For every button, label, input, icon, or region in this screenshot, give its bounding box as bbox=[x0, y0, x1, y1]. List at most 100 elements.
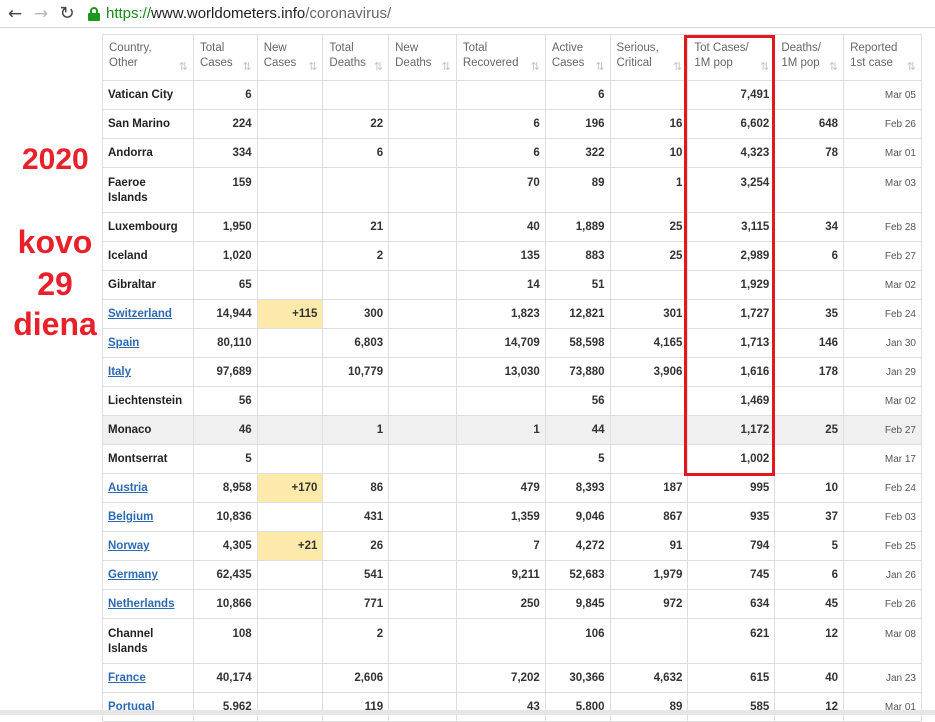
reload-icon[interactable]: ↻ bbox=[59, 3, 75, 24]
column-header-line1: Country, bbox=[109, 42, 152, 54]
column-header-serious-critical[interactable]: Serious, Critical ⇅ bbox=[609, 34, 689, 81]
column-header-deaths-per-million[interactable]: Deaths/1M pop ⇅ bbox=[774, 34, 845, 81]
cell-deaths-per-m: 40 bbox=[774, 663, 845, 693]
column-header-new-deaths[interactable]: New Deaths ⇅ bbox=[388, 34, 457, 81]
column-header-active-cases[interactable]: Active Cases ⇅ bbox=[544, 34, 611, 81]
cell-total-recovered: 43 bbox=[455, 692, 546, 722]
cell-country[interactable]: Norway bbox=[102, 531, 194, 561]
cell-country[interactable]: Spain bbox=[102, 328, 194, 358]
cell-new-cases bbox=[256, 692, 324, 722]
sort-icon[interactable]: ⇅ bbox=[673, 60, 683, 73]
column-header-line1: Total bbox=[462, 42, 488, 54]
column-header-line1: New bbox=[395, 42, 419, 54]
column-header-new-cases[interactable]: New Cases ⇅ bbox=[256, 34, 324, 81]
sort-icon[interactable]: ⇅ bbox=[373, 60, 384, 73]
cell-country[interactable]: Netherlands bbox=[102, 589, 194, 619]
country-link[interactable]: Spain bbox=[108, 337, 140, 349]
cell-country[interactable]: Belgium bbox=[102, 502, 194, 532]
country-link[interactable]: France bbox=[108, 672, 146, 684]
cell-country[interactable]: Portugal bbox=[102, 692, 194, 722]
cell-reported: Feb 27 bbox=[843, 241, 922, 271]
country-link[interactable]: Italy bbox=[108, 366, 132, 378]
sort-icon[interactable]: ⇅ bbox=[178, 60, 188, 73]
annotation-month: kovo bbox=[17, 224, 93, 260]
cell-serious bbox=[609, 80, 689, 110]
cell-deaths-per-m: 146 bbox=[774, 328, 845, 358]
cell-country[interactable]: Germany bbox=[102, 560, 194, 590]
cell-total-cases: 6 bbox=[193, 80, 258, 110]
cell-total-deaths: 2 bbox=[322, 618, 390, 664]
cell-country: Liechtenstein bbox=[102, 386, 194, 416]
column-header-total-cases[interactable]: Total Cases ⇅ bbox=[193, 34, 258, 81]
country-link[interactable]: Belgium bbox=[108, 511, 154, 523]
address-bar[interactable]: https://www.worldometers.info/coronaviru… bbox=[106, 5, 391, 22]
sort-icon[interactable]: ⇅ bbox=[530, 60, 540, 73]
cell-active-cases: 322 bbox=[544, 138, 611, 168]
cell-country: Channel Islands bbox=[102, 618, 194, 664]
cell-total-deaths: 10,779 bbox=[322, 357, 390, 387]
annotation-day-word: diena bbox=[13, 306, 97, 342]
cell-deaths-per-m: 25 bbox=[774, 415, 845, 445]
sort-icon[interactable]: ⇅ bbox=[441, 60, 451, 73]
sort-descending-icon[interactable]: ⇅ bbox=[760, 60, 770, 73]
column-header-total-recovered[interactable]: Total Recovered ⇅ bbox=[455, 34, 546, 81]
column-header-total-deaths[interactable]: Total Deaths ⇅ bbox=[322, 34, 390, 81]
cell-active-cases: 52,683 bbox=[544, 560, 611, 590]
cell-new-deaths bbox=[388, 618, 457, 664]
cell-tot-per-m: 621 bbox=[687, 618, 776, 664]
cell-active-cases: 106 bbox=[544, 618, 611, 664]
cell-active-cases: 89 bbox=[544, 167, 611, 213]
cell-total-deaths: 6,803 bbox=[322, 328, 390, 358]
sort-icon[interactable]: ⇅ bbox=[308, 60, 318, 73]
cell-new-deaths bbox=[388, 473, 457, 503]
bottom-scroll-strip[interactable] bbox=[0, 710, 935, 715]
table-row: Belgium 10,836 431 1,359 9,046 867 935 37 Feb 03 bbox=[102, 502, 922, 532]
column-header-reported-first-case[interactable]: Reported 1st case ⇅ bbox=[843, 34, 922, 81]
country-link[interactable]: Switzerland bbox=[108, 308, 172, 320]
cell-total-deaths bbox=[322, 167, 390, 213]
cell-active-cases: 73,880 bbox=[544, 357, 611, 387]
cell-serious: 3,906 bbox=[609, 357, 689, 387]
country-link[interactable]: Norway bbox=[108, 540, 150, 552]
column-header-country[interactable]: Country, Other ⇅ bbox=[102, 34, 194, 81]
cell-total-cases: 10,866 bbox=[193, 589, 258, 619]
url-host: www.worldometers.info bbox=[151, 5, 306, 22]
cell-country[interactable]: Italy bbox=[102, 357, 194, 387]
country-link[interactable]: Netherlands bbox=[108, 598, 175, 610]
sort-icon[interactable]: ⇅ bbox=[242, 60, 252, 73]
back-arrow-icon[interactable]: ← bbox=[7, 3, 23, 24]
cell-reported: Feb 26 bbox=[843, 109, 922, 139]
table-row: Monaco 46 1 1 44 1,172 25 Feb 27 bbox=[102, 415, 922, 445]
cell-reported: Mar 01 bbox=[843, 692, 922, 722]
cell-deaths-per-m: 10 bbox=[774, 473, 845, 503]
sort-icon[interactable]: ⇅ bbox=[828, 60, 839, 73]
cell-total-deaths: 86 bbox=[322, 473, 390, 503]
cell-country[interactable]: Austria bbox=[102, 473, 194, 503]
column-header-line2: Other bbox=[109, 57, 138, 69]
cell-total-recovered: 13,030 bbox=[455, 357, 546, 387]
cell-new-deaths bbox=[388, 212, 457, 242]
cell-active-cases: 8,393 bbox=[544, 473, 611, 503]
forward-arrow-icon[interactable]: → bbox=[33, 3, 49, 24]
cell-total-deaths: 2 bbox=[322, 241, 390, 271]
cell-serious: 10 bbox=[609, 138, 689, 168]
table-row: Vatican City 6 6 7,491 Mar 05 bbox=[102, 80, 922, 110]
cell-tot-per-m: 6,602 bbox=[687, 109, 776, 139]
cell-country[interactable]: France bbox=[102, 663, 194, 693]
cell-total-recovered bbox=[455, 444, 546, 474]
cell-new-cases bbox=[256, 415, 324, 445]
country-link[interactable]: Germany bbox=[108, 569, 158, 581]
cell-active-cases: 4,272 bbox=[544, 531, 611, 561]
sort-icon[interactable]: ⇅ bbox=[906, 60, 916, 73]
cell-new-cases bbox=[256, 357, 324, 387]
cell-serious: 187 bbox=[609, 473, 689, 503]
cell-reported: Feb 26 bbox=[843, 589, 922, 619]
coronavirus-table-container: Country, Other ⇅ Total Cases ⇅ New Cases ⇅ Total D… bbox=[102, 34, 922, 722]
cell-active-cases: 51 bbox=[544, 270, 611, 300]
cell-country[interactable]: Switzerland bbox=[102, 299, 194, 329]
sort-icon[interactable]: ⇅ bbox=[595, 60, 605, 73]
country-link[interactable]: Austria bbox=[108, 482, 148, 494]
table-row: Italy 97,689 10,779 13,030 73,880 3,906 1,616 1… bbox=[102, 357, 922, 387]
cell-total-deaths: 431 bbox=[322, 502, 390, 532]
column-header-tot-cases-per-million[interactable]: Tot Cases/1M pop ⇅ bbox=[687, 34, 776, 81]
